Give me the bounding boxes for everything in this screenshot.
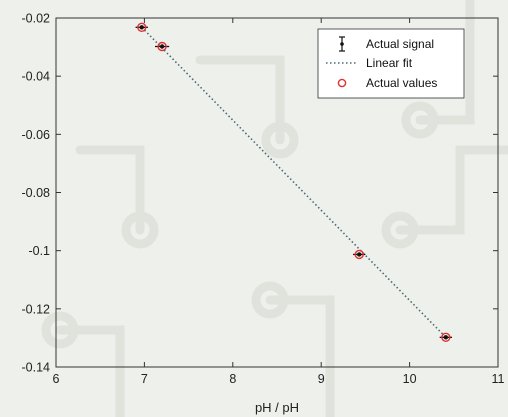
y-tick-label: -0.1: [28, 244, 50, 258]
circuit-background: [41, 0, 508, 417]
circuit-pad: [401, 101, 439, 139]
actual-value-marker: [157, 41, 167, 52]
circuit-pad: [261, 121, 299, 159]
legend-entry-actual-signal: Actual signal: [366, 37, 434, 51]
legend-entry-linear-fit: Linear fit: [366, 56, 413, 70]
circuit-trace: [265, 295, 335, 417]
y-tick-label: -0.04: [22, 70, 51, 84]
circuit-trace: [395, 145, 508, 235]
circuit-trace: [195, 55, 285, 145]
signal-point: [443, 335, 449, 340]
x-axis-label: pH / pH: [255, 400, 299, 415]
x-tick-label: 11: [492, 372, 505, 386]
circuit-pad: [41, 311, 79, 349]
signal-point: [139, 25, 144, 30]
circuit-pad: [251, 281, 289, 319]
y-tick-label: -0.02: [22, 12, 51, 26]
actual-value-marker: [441, 332, 451, 343]
y-tick-label: -0.06: [22, 128, 51, 142]
signal-point: [159, 44, 165, 49]
y-tick-label: -0.08: [22, 186, 51, 200]
x-tick-label: 10: [403, 372, 417, 386]
circuit-trace: [55, 325, 125, 417]
y-tick-label: -0.12: [22, 302, 51, 316]
linear-fit-line: [141, 26, 447, 338]
legend-open-circle-icon: [337, 78, 347, 88]
signal-point: [357, 252, 362, 257]
legend-entry-actual-values: Actual values: [366, 76, 437, 90]
x-tick-label: 6: [53, 372, 60, 386]
x-tick-label: 7: [141, 372, 148, 386]
data-points-layer: [135, 22, 453, 343]
actual-value-marker: [137, 22, 147, 33]
axis-ticks: 6 7 8 9 10 11 -0.14 -0.12 -0.1 -0.08 -0.06 -0.04 -0.…: [22, 12, 505, 387]
x-tick-label: 8: [229, 372, 236, 386]
circuit-trace: [75, 145, 145, 235]
x-tick-label: 9: [318, 372, 325, 386]
fit-line-layer: [141, 26, 447, 338]
legend: Actual signal Linear fit Actual values: [317, 28, 465, 99]
legend-errorbar-dot: [340, 42, 344, 46]
circuit-pad: [121, 211, 159, 249]
actual-value-marker: [354, 249, 364, 260]
y-tick-label: -0.14: [22, 361, 51, 375]
circuit-pad: [381, 211, 419, 249]
legend-errorbar-icon: [339, 36, 345, 52]
